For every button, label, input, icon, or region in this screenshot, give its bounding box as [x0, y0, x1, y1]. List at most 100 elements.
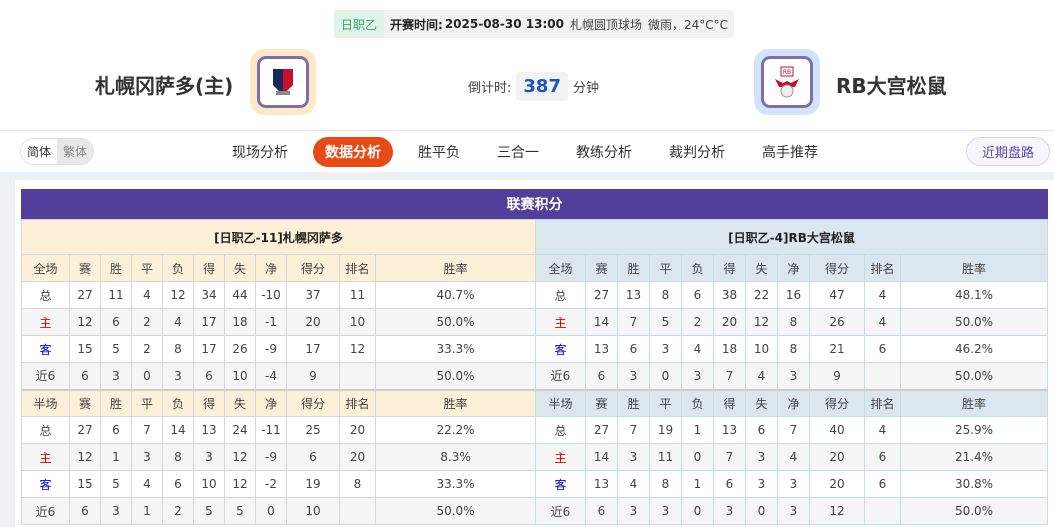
table-cell: 40 [809, 416, 865, 444]
table-cell: 8 [339, 470, 376, 498]
table-cell: 20 [809, 470, 865, 498]
table-cell: 6 [69, 362, 101, 390]
table-cell: 4 [131, 281, 163, 309]
table-cell: 6 [713, 470, 746, 498]
home-team-logo[interactable] [250, 49, 316, 115]
row-label: 主 [535, 308, 586, 336]
column-header: 失 [745, 388, 778, 417]
table-cell: 3 [649, 497, 682, 525]
tab-0[interactable]: 现场分析 [232, 145, 288, 161]
row-label: 近6 [535, 497, 586, 525]
row-label: 近6 [21, 362, 70, 390]
table-cell: 6 [585, 362, 618, 390]
away-standings-table: [日职乙-4]RB大宫松鼠 全场赛胜平负得失净得分 排名 胜率总 27 13 8 6 38 22 1… [535, 219, 1048, 525]
table-cell: 14 [585, 308, 618, 336]
tab-1[interactable]: 数据分析 [313, 137, 393, 167]
column-header: 赛 [585, 254, 618, 282]
row-label: 主 [21, 443, 70, 471]
table-row: 主 12 6 2 4 17 18 -1 20 10 50.0% [21, 308, 536, 336]
column-header: 得分 [286, 254, 340, 282]
table-cell: 10 [224, 362, 256, 390]
column-header: 得 [713, 254, 746, 282]
table-cell: 1 [131, 497, 163, 525]
column-header: 净 [777, 388, 810, 417]
table-cell: 6 [864, 443, 901, 471]
table-cell: 50.0% [900, 308, 1048, 336]
table-cell: 6 [286, 443, 340, 471]
tab-3[interactable]: 三合一 [497, 145, 539, 161]
table-cell: 6 [864, 335, 901, 363]
league-badge[interactable]: 日职乙 [334, 10, 385, 38]
countdown: 倒计时: 387 分钟 [468, 72, 599, 101]
column-header: 赛 [69, 388, 101, 417]
column-header: 排名 [864, 388, 901, 417]
table-cell: 20 [339, 443, 376, 471]
table-cell: 47 [809, 281, 865, 309]
table-cell: -11 [255, 416, 287, 444]
language-toggle[interactable]: 简体 繁体 [20, 138, 95, 165]
table-cell: 11 [339, 281, 376, 309]
tab-6[interactable]: 高手推荐 [762, 145, 818, 161]
table-cell: 13 [585, 470, 618, 498]
table-cell: -4 [255, 362, 287, 390]
column-header: 胜 [617, 388, 650, 417]
table-cell: 3 [745, 470, 778, 498]
table-cell: 4 [162, 308, 194, 336]
table-cell: 2 [131, 335, 163, 363]
column-header: 平 [649, 388, 682, 417]
table-cell: 0 [649, 362, 682, 390]
nav-bar: 简体 繁体 现场分析 数据分析 胜平负 三合一 教练分析 裁判分析 高手推荐 近期盘路 [0, 130, 1054, 172]
table-cell: 3 [713, 497, 746, 525]
simplified-button[interactable]: 简体 [27, 145, 52, 159]
table-cell: 4 [864, 308, 901, 336]
table-cell: 7 [131, 416, 163, 444]
table-cell: 50.0% [375, 308, 536, 336]
away-crest-icon: RB [775, 66, 799, 98]
away-team-name[interactable]: RB大宫松鼠 [836, 74, 947, 98]
table-cell: -9 [255, 443, 287, 471]
tab-4[interactable]: 教练分析 [576, 145, 632, 161]
column-header: 胜率 [900, 254, 1048, 282]
table-cell: 21 [809, 335, 865, 363]
table-cell: 0 [255, 497, 287, 525]
table-cell: 5 [193, 497, 225, 525]
home-team-name[interactable]: 札幌冈萨多(主) [95, 74, 234, 98]
table-cell: 8 [162, 335, 194, 363]
table-row: 主 14 3 11 0 7 3 4 20 6 21.4% [535, 443, 1048, 471]
table-cell: 6 [162, 470, 194, 498]
table-cell: 4 [864, 416, 901, 444]
weather: 微雨，24°C°C [647, 17, 729, 32]
tab-2[interactable]: 胜平负 [418, 145, 460, 161]
table-cell: 15 [69, 335, 101, 363]
table-cell [864, 497, 901, 525]
table-cell: 9 [809, 362, 865, 390]
tab-5[interactable]: 裁判分析 [669, 145, 725, 161]
table-cell: 3 [193, 443, 225, 471]
analysis-tabs: 现场分析 数据分析 胜平负 三合一 教练分析 裁判分析 高手推荐 [220, 137, 843, 167]
column-header: 平 [131, 388, 163, 417]
table-cell: 12 [224, 470, 256, 498]
table-cell: 21.4% [900, 443, 1048, 471]
table-cell: 0 [681, 443, 714, 471]
table-cell: 37 [286, 281, 340, 309]
table-cell: 46.2% [900, 335, 1048, 363]
table-cell: 12 [339, 335, 376, 363]
table-cell: 14 [585, 443, 618, 471]
column-header: 胜 [100, 388, 132, 417]
table-cell: 4 [681, 335, 714, 363]
table-cell: 3 [617, 443, 650, 471]
table-cell: 26 [224, 335, 256, 363]
table-row: 主 12 1 3 8 3 12 -9 6 20 8.3% [21, 443, 536, 471]
table-cell: 18 [713, 335, 746, 363]
traditional-button[interactable]: 繁体 [57, 139, 94, 164]
table-row: 总 27 7 19 1 13 6 7 40 4 25.9% [535, 416, 1048, 444]
table-cell: 0 [745, 497, 778, 525]
table-cell: 20 [809, 443, 865, 471]
away-team-logo[interactable]: RB [754, 49, 820, 115]
table-cell: 3 [131, 443, 163, 471]
recent-trend-button[interactable]: 近期盘路 [965, 137, 1050, 166]
column-header: 全场 [535, 254, 586, 282]
table-cell: 16 [777, 281, 810, 309]
column-header: 半场 [21, 388, 70, 417]
column-header: 负 [162, 388, 194, 417]
